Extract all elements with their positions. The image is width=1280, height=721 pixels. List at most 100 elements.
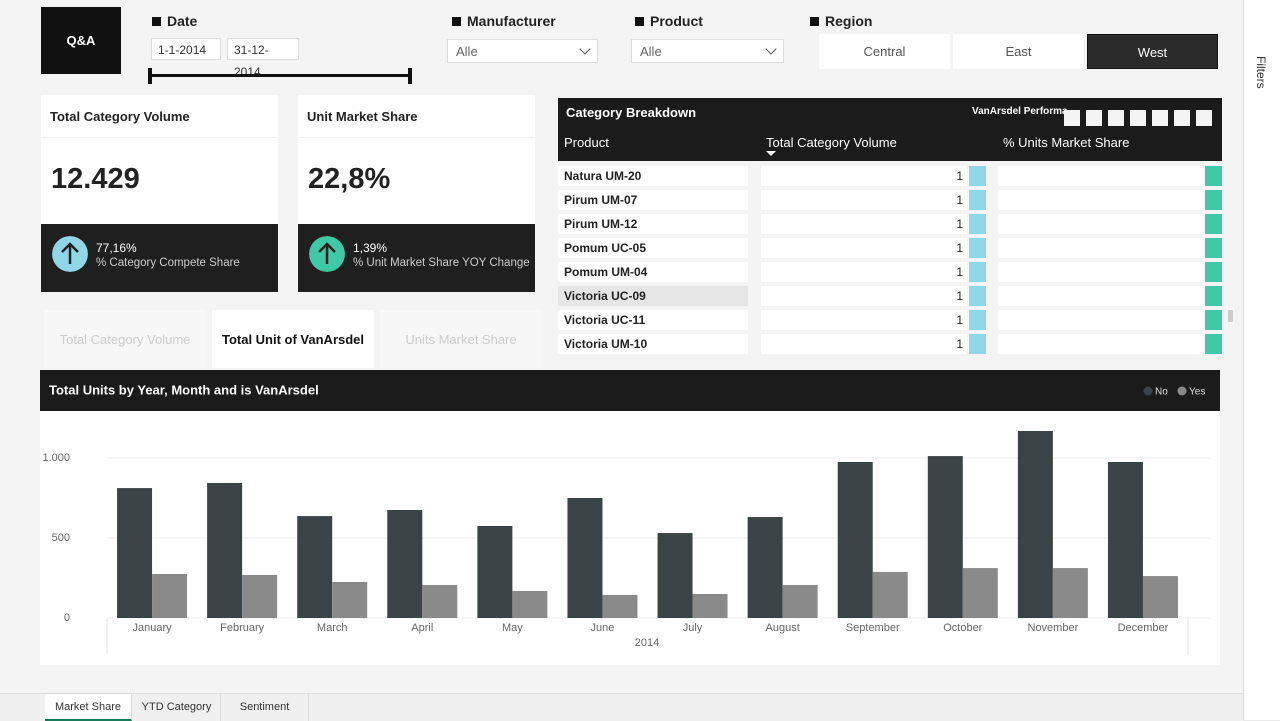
filters-pane[interactable]: Filters [1243,0,1280,720]
bar [962,568,998,618]
x-tick-label: November [1028,622,1079,634]
share-cell[interactable] [998,286,1203,306]
bar [242,574,278,618]
visual-tab[interactable]: Units Market Share [380,310,542,368]
x-tick-label: September [846,622,900,634]
legend-swatch [1143,386,1153,396]
x-tick-label: January [132,622,172,634]
share-cell[interactable] [998,214,1203,234]
bar [747,517,783,618]
card-value: 12.429 [51,163,140,195]
scrollbar[interactable] [1228,310,1233,322]
volume-cell[interactable]: 1 [761,190,967,210]
volume-cell[interactable]: 1 [761,214,967,234]
volume-data-bar [969,262,986,282]
divider [41,137,278,138]
x-tick-label: October [943,622,982,634]
bar [602,594,638,618]
visual-tab[interactable]: Total Category Volume [44,310,206,368]
volume-cell[interactable]: 1 [761,262,967,282]
product-dropdown[interactable]: Alle [631,39,784,63]
volume-data-bar [969,190,986,210]
product-cell[interactable]: Pirum UM-07 [558,190,748,210]
share-data-bar [1205,310,1222,330]
region-button[interactable]: West [1087,34,1218,69]
visual-toolbar[interactable] [1064,110,1214,126]
card-change-label: % Unit Market Share YOY Change [353,257,530,269]
volume-cell[interactable]: 1 [761,286,967,306]
chart-header [40,370,1220,411]
date-start[interactable]: 1-1-2014 [151,38,221,60]
y-tick-label: 1.000 [42,452,70,464]
page-tab[interactable]: Sentiment [221,694,309,721]
column-header[interactable]: Product [564,135,609,150]
volume-cell[interactable]: 1 [761,334,967,354]
share-data-bar [1205,214,1222,234]
product-cell[interactable]: Victoria UC-09 [558,286,748,306]
volume-cell[interactable]: 1 [761,238,967,258]
volume-data-bar [969,310,986,330]
product-cell[interactable]: Pomum UC-05 [558,238,748,258]
share-data-bar [1205,334,1222,354]
share-data-bar [1205,238,1222,258]
card-footer: 1,39% % Unit Market Share YOY Change [298,224,535,292]
table-subtitle: VanArsdel Performa [972,106,1068,117]
bar [422,585,458,618]
share-cell[interactable] [998,262,1203,282]
bar [152,574,188,618]
product-cell[interactable]: Victoria UM-10 [558,334,748,354]
slider-handle[interactable] [148,68,152,84]
x-tick-label: August [766,622,800,634]
bar [837,462,873,618]
volume-data-bar [969,166,986,186]
card-value: 22,8% [308,163,391,195]
product-cell[interactable]: Natura UM-20 [558,166,748,186]
product-cell[interactable]: Pirum UM-12 [558,214,748,234]
share-cell[interactable] [998,166,1203,186]
share-cell[interactable] [998,190,1203,210]
region-button[interactable]: Central [819,34,950,69]
share-cell[interactable] [998,334,1203,354]
filters-pane-label[interactable]: Filters [1254,56,1268,89]
sort-indicator [766,151,776,156]
volume-data-bar [969,286,986,306]
visual-tab[interactable]: Total Unit of VanArsdel [212,310,374,368]
x-tick-label: May [502,622,523,634]
category-table: Category Breakdown VanArsdel Performa Pr… [558,98,1233,360]
y-tick-label: 500 [52,532,70,544]
region-button[interactable]: East [953,34,1084,69]
date-slider[interactable] [150,74,412,77]
product-cell[interactable]: Pomum UM-04 [558,262,748,282]
share-data-bar [1205,166,1222,186]
column-header[interactable]: % Units Market Share [1003,135,1130,150]
share-data-bar [1205,286,1222,306]
x-tick-label: June [591,622,615,634]
bar [1052,568,1088,618]
legend-swatch [1177,386,1187,396]
share-cell[interactable] [998,310,1203,330]
bar [477,526,513,618]
bar [927,456,963,618]
product-cell[interactable]: Victoria UC-11 [558,310,748,330]
volume-cell[interactable]: 1 [761,166,967,186]
share-cell[interactable] [998,238,1203,258]
page-tab-bar: Market Share YTD Category Sentiment [0,693,1243,721]
volume-cell[interactable]: 1 [761,310,967,330]
bar [1107,462,1143,618]
slider-handle[interactable] [408,68,412,84]
column-header[interactable]: Total Category Volume [766,135,897,150]
card-change: 1,39% [353,241,388,255]
x-axis-label: 2014 [635,637,659,649]
bar [782,585,818,618]
table-header: Category Breakdown VanArsdel Performa Pr… [558,98,1222,161]
bar [657,533,693,618]
date-end[interactable]: 31-12-2014 [227,38,299,79]
product-label: Product [635,13,703,29]
manufacturer-dropdown[interactable]: Alle [447,39,598,63]
volume-data-bar [969,238,986,258]
qa-button[interactable]: Q&A [41,7,121,74]
bar [512,590,548,618]
page-tab[interactable]: Market Share [45,694,132,721]
page-tab[interactable]: YTD Category [133,694,221,721]
